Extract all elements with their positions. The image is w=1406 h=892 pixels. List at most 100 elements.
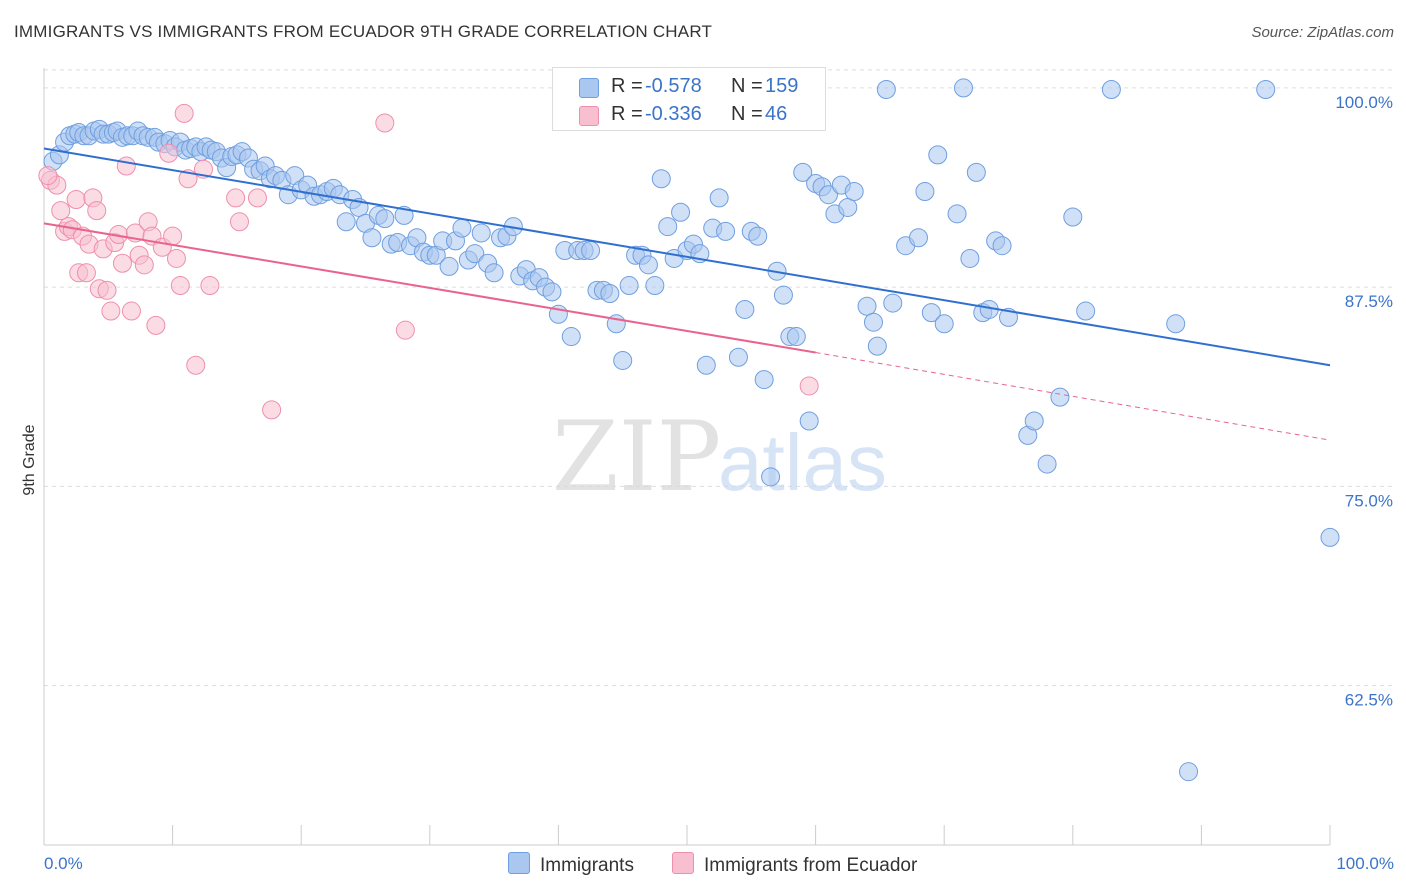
point-ecuador: [159, 143, 179, 163]
point-immigrants: [1166, 314, 1186, 334]
point-immigrants: [818, 185, 838, 205]
point-immigrants: [728, 347, 748, 367]
legend-row-immigrants: R = -0.578 N = 159: [553, 73, 825, 101]
point-immigrants: [773, 285, 793, 305]
point-ecuador: [97, 280, 117, 300]
point-ecuador: [226, 188, 246, 208]
point-ecuador: [51, 201, 71, 221]
bottom-legend-swatch-immigrants: [508, 852, 530, 874]
point-ecuador: [112, 253, 132, 273]
point-immigrants: [651, 169, 671, 189]
legend-n-value: 46: [765, 103, 788, 125]
legend-n-label: N =: [731, 103, 763, 125]
x-tick-label: 0.0%: [44, 854, 83, 873]
point-ecuador: [134, 255, 154, 275]
point-immigrants: [786, 327, 806, 347]
point-ecuador: [186, 355, 206, 375]
point-immigrants: [1024, 411, 1044, 431]
point-immigrants: [619, 276, 639, 296]
scatter-points: [38, 78, 1340, 782]
bottom-legend-swatch-ecuador: [672, 852, 694, 874]
point-immigrants: [921, 303, 941, 323]
point-immigrants: [799, 411, 819, 431]
point-immigrants: [439, 256, 459, 276]
point-ecuador: [262, 400, 282, 420]
point-immigrants: [542, 282, 562, 302]
legend-r-value: -0.578: [645, 75, 702, 97]
y-tick-label: 75.0%: [1345, 491, 1393, 510]
point-ecuador: [101, 301, 121, 321]
point-immigrants: [471, 223, 491, 243]
bottom-legend-immigrants[interactable]: Immigrants: [508, 852, 634, 877]
point-ecuador: [146, 315, 166, 335]
chart-source: Source: ZipAtlas.com: [1251, 24, 1394, 41]
point-ecuador: [166, 248, 186, 268]
point-immigrants: [465, 244, 485, 264]
point-immigrants: [362, 228, 382, 248]
point-ecuador: [247, 188, 267, 208]
legend-row-ecuador: R = -0.336 N = 46: [553, 101, 825, 129]
bottom-legend-label: Immigrants from Ecuador: [704, 855, 918, 876]
point-immigrants: [735, 299, 755, 319]
point-immigrants: [1320, 527, 1340, 547]
point-ecuador: [170, 276, 190, 296]
point-immigrants: [645, 276, 665, 296]
point-immigrants: [1050, 387, 1070, 407]
trend-line-immigrants: [43, 147, 1331, 367]
point-immigrants: [953, 78, 973, 98]
y-axis-label: 9th Grade: [21, 424, 38, 495]
point-immigrants: [857, 296, 877, 316]
point-immigrants: [908, 228, 928, 248]
trend-line-ecuador: [43, 222, 816, 354]
point-immigrants: [561, 327, 581, 347]
correlation-legend: R = -0.578 N = 159 R = -0.336 N = 46: [552, 67, 826, 131]
point-ecuador: [66, 189, 86, 209]
legend-n-label: N =: [731, 75, 763, 97]
point-ecuador: [116, 156, 136, 176]
point-immigrants: [1101, 80, 1121, 100]
point-ecuador: [799, 376, 819, 396]
point-immigrants: [658, 217, 678, 237]
chart-title: IMMIGRANTS VS IMMIGRANTS FROM ECUADOR 9T…: [14, 22, 713, 41]
legend-n-value: 159: [765, 75, 799, 97]
legend-swatch-ecuador: [579, 106, 599, 126]
point-immigrants: [883, 293, 903, 313]
point-immigrants: [863, 312, 883, 332]
bottom-legend-ecuador[interactable]: Immigrants from Ecuador: [672, 852, 917, 877]
point-immigrants: [876, 80, 896, 100]
point-immigrants: [1063, 207, 1083, 227]
watermark-zip: ZIP: [552, 401, 721, 513]
point-ecuador: [87, 201, 107, 221]
point-immigrants: [1037, 454, 1057, 474]
point-immigrants: [966, 162, 986, 182]
point-immigrants: [999, 307, 1018, 327]
point-immigrants: [992, 236, 1012, 256]
trend-line-ecuador-projection: [815, 351, 1331, 441]
point-ecuador: [375, 113, 395, 133]
point-immigrants: [613, 350, 633, 370]
tick-labels: 62.5% 75.0% 87.5% 100.0% 0.0% 100.0%: [44, 93, 1394, 873]
point-immigrants: [375, 209, 395, 229]
x-tick-label: 100.0%: [1336, 854, 1394, 873]
legend-r-label: R =: [611, 103, 643, 125]
trend-lines: [43, 147, 1331, 441]
point-ecuador: [229, 212, 249, 232]
point-immigrants: [844, 182, 864, 202]
point-immigrants: [793, 162, 813, 182]
point-immigrants: [452, 218, 472, 238]
watermark-atlas: atlas: [718, 418, 887, 507]
point-immigrants: [600, 284, 620, 304]
point-immigrants: [336, 212, 356, 232]
point-immigrants: [934, 314, 954, 334]
legend-r-label: R =: [611, 75, 643, 97]
point-immigrants: [748, 226, 768, 246]
point-immigrants: [761, 467, 781, 487]
point-immigrants: [947, 204, 967, 224]
legend-r-value: -0.336: [645, 103, 702, 125]
point-immigrants: [960, 248, 980, 268]
point-ecuador: [121, 301, 141, 321]
point-immigrants: [581, 240, 601, 260]
point-immigrants: [1256, 80, 1276, 100]
point-immigrants: [928, 145, 948, 165]
